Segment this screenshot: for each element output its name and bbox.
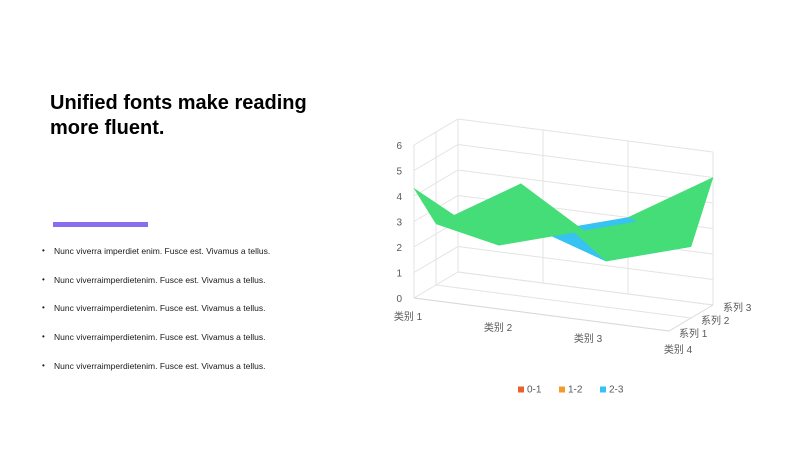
bullet-text: Nunc viverra imperdiet enim. Fusce est. … <box>54 246 271 256</box>
gridline <box>413 118 714 153</box>
bullet-dot: • <box>42 303 45 313</box>
gridline <box>413 169 714 204</box>
z-tick-label: 5 <box>396 167 402 178</box>
gridline <box>413 245 714 280</box>
gridline <box>457 271 714 306</box>
accent-bar <box>53 222 148 227</box>
bullet-text: Nunc viverraimperdietenim. Fusce est. Vi… <box>54 360 266 371</box>
bullet-item: • Nunc viverraimperdietenim. Fusce est. V… <box>42 269 270 298</box>
slide-title: Unified fonts make reading more fluent. <box>50 92 307 139</box>
z-tick-label: 3 <box>396 218 402 229</box>
bullet-dot: • <box>42 246 45 255</box>
bullet-item: • Nunc viverraimperdietenim. Fusce est. V… <box>42 326 270 355</box>
series-label: 系列 3 <box>723 301 752 314</box>
z-tick-label: 4 <box>396 192 402 203</box>
z-tick-label: 6 <box>396 141 402 152</box>
bullet-text: Nunc viverraimperdietenim. Fusce est. Vi… <box>54 332 266 343</box>
bullet-text: Nunc viverraimperdietenim. Fusce est. Vi… <box>54 303 266 314</box>
category-label: 类别 3 <box>574 332 603 345</box>
legend-swatch <box>518 386 524 393</box>
series-label: 系列 1 <box>679 327 708 340</box>
legend-label: 0-1 <box>527 385 542 396</box>
legend-label: 1-2 <box>568 385 583 396</box>
category-label: 类别 1 <box>394 310 423 323</box>
bullet-item: • Nunc viverra imperdiet enim. Fusce est.… <box>42 240 270 269</box>
z-tick-label: 1 <box>396 269 402 280</box>
gridline <box>435 284 692 319</box>
surface-facet <box>583 216 670 262</box>
legend-swatch <box>559 386 565 393</box>
category-label: 类别 4 <box>664 343 693 356</box>
z-tick-label: 0 <box>396 294 402 305</box>
bullet-dot: • <box>42 360 45 370</box>
legend-swatch <box>600 386 606 393</box>
bullet-list: • Nunc viverra imperdiet enim. Fusce est.… <box>42 240 270 383</box>
bullet-item: • Nunc viverraimperdietenim. Fusce est. V… <box>42 355 270 384</box>
bullet-dot: • <box>42 274 45 284</box>
surface-facet <box>413 188 500 246</box>
floor-edge <box>413 297 714 332</box>
category-label: 类别 2 <box>484 321 513 334</box>
z-tick-label: 2 <box>396 243 402 254</box>
legend-label: 2-3 <box>609 385 624 396</box>
series-label: 系列 2 <box>701 314 730 327</box>
gridline <box>413 271 714 306</box>
bullet-dot: • <box>42 332 45 342</box>
bullet-text: Nunc viverraimperdietenim. Fusce est. Vi… <box>54 274 266 285</box>
surface-facet <box>498 183 585 246</box>
gridline <box>413 143 714 178</box>
bullet-item: • Nunc viverraimperdietenim. Fusce est. V… <box>42 297 270 326</box>
